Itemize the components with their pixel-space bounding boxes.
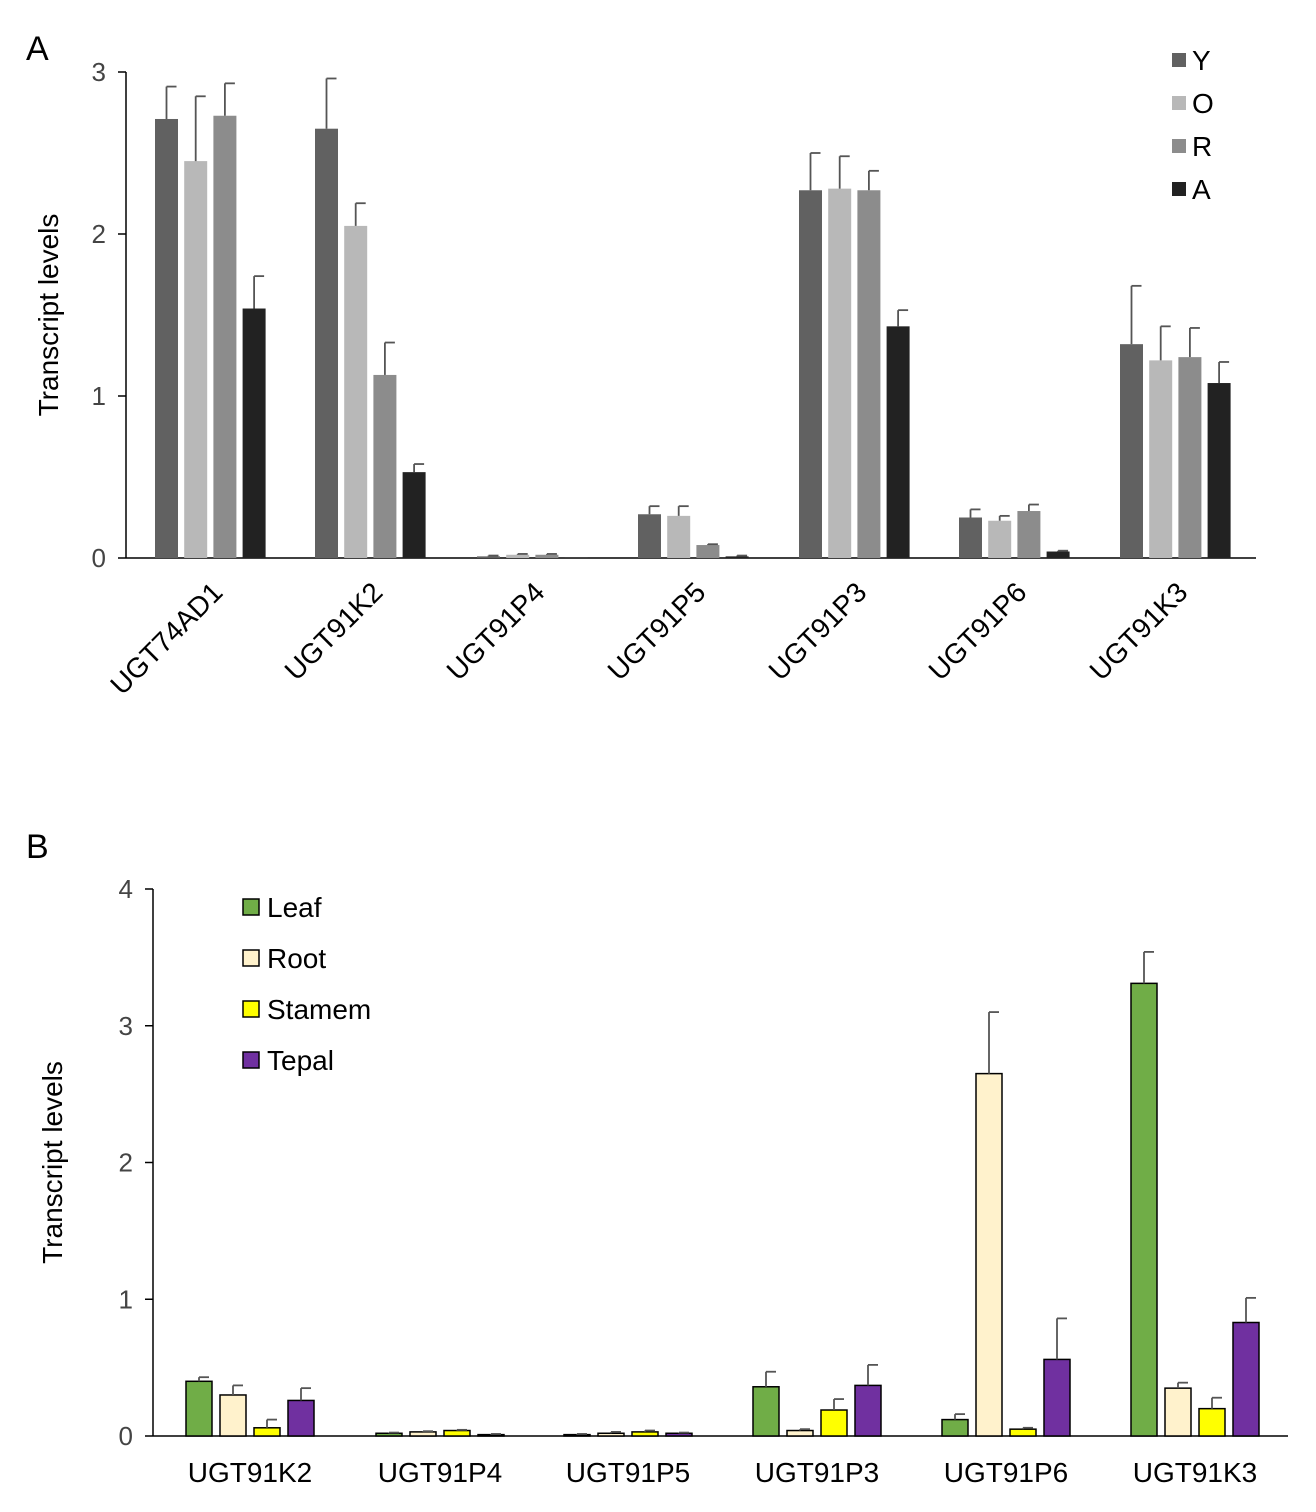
panel-a-legend-label-o: O — [1192, 88, 1214, 119]
panel-a-category-label-ugt74ad1: UGT74AD1 — [104, 576, 228, 700]
panel-a-bar-ugt91p5-a — [725, 556, 749, 558]
panel-b-y-axis-title: Transcript levels — [37, 1061, 68, 1264]
chart-panel-b: 0 1 2 3 4 Transcript levels UGT91K2 UGT91P4 UGT9… — [37, 874, 1288, 1488]
panel-a-bar-ugt91k3-o — [1149, 360, 1173, 558]
panel-a-y-tick-label-1: 1 — [92, 381, 106, 411]
panel-a-bar-ugt74ad1-y — [155, 118, 178, 558]
panel-b-legend-swatch-leaf — [242, 898, 260, 916]
panel-a-bar-ugt91p3-r — [857, 190, 881, 558]
panel-b-bar-ugt91p6-leaf — [941, 1418, 969, 1437]
panel-a-legend-swatch-o — [1172, 96, 1186, 110]
panel-a-bar-ugt91p4-r — [535, 554, 559, 558]
panel-b-bar-ugt91p5-stamem — [631, 1431, 659, 1437]
panel-a-category-label-ugt91k3: UGT91K3 — [1084, 576, 1194, 686]
panel-a-bar-ugt91p6-y — [959, 517, 982, 558]
panel-a-legend-label-a: A — [1192, 174, 1211, 205]
panel-a-bar-ugt91k3-y — [1120, 344, 1143, 558]
panel-b-bar-ugt91p5-root — [597, 1432, 625, 1437]
panel-a-bar-ugt91k2-r — [373, 374, 397, 558]
panel-b-bar-ugt91k3-leaf — [1130, 982, 1158, 1437]
panel-b-legend-swatch-tepal — [242, 1051, 260, 1069]
panel-a-bar-ugt91p5-r — [696, 545, 720, 558]
panel-a-category-label-ugt91p3: UGT91P3 — [763, 576, 873, 686]
panel-a-bar-ugt91k2-o — [344, 225, 368, 558]
panel-a-bar-ugt91k3-a — [1207, 383, 1231, 558]
panel-a-y-axis-title: Transcript levels — [33, 214, 64, 417]
panel-a-bar-ugt91p3-o — [828, 188, 852, 558]
panel-b-legend-swatch-root — [242, 949, 260, 967]
panel-b-legend-swatch-stamem — [242, 1000, 260, 1018]
panel-b-y-tick-label-2: 2 — [119, 1148, 133, 1178]
panel-b-y-tick-label-0: 0 — [119, 1421, 133, 1451]
panel-b-legend-label-leaf: Leaf — [267, 892, 322, 923]
panel-a-bar-ugt91p6-o — [988, 520, 1012, 558]
panel-b-y-tick-label-1: 1 — [119, 1284, 133, 1314]
panel-b-category-label-ugt91p6: UGT91P6 — [944, 1457, 1069, 1488]
panel-a-y-tick-label-2: 2 — [92, 219, 106, 249]
panel-a-y-tick-label-0: 0 — [92, 543, 106, 573]
panel-b-bar-ugt91p4-leaf — [375, 1432, 403, 1437]
panel-b-bar-ugt91p6-root — [975, 1072, 1003, 1437]
panel-b-bar-ugt91p6-stamem — [1009, 1428, 1037, 1437]
panel-b-bar-ugt91p4-stamem — [443, 1429, 471, 1437]
panel-a-bar-ugt91p5-y — [638, 514, 661, 558]
panel-b-bar-ugt91k2-leaf — [185, 1380, 213, 1437]
panel-b-bar-ugt91k2-stamem — [253, 1427, 281, 1437]
panel-a-category-label-ugt91p6: UGT91P6 — [923, 576, 1033, 686]
panel-a-bar-ugt91k2-a — [402, 472, 426, 558]
panel-b-category-label-ugt91k2: UGT91K2 — [188, 1457, 313, 1488]
panel-b-category-label-ugt91p4: UGT91P4 — [378, 1457, 503, 1488]
panel-a-legend-swatch-a — [1172, 182, 1186, 196]
panel-a-bar-ugt91k2-y — [315, 128, 338, 558]
panel-b-bar-ugt91p3-tepal — [854, 1384, 882, 1437]
panel-b-legend-label-root: Root — [267, 943, 326, 974]
panel-label-a: A — [26, 30, 49, 68]
panel-b-bar-ugt91k2-root — [219, 1394, 247, 1437]
panel-a-legend-label-r: R — [1192, 131, 1212, 162]
panel-a-category-label-ugt91k2: UGT91K2 — [279, 576, 389, 686]
panel-a-bar-ugt74ad1-r — [213, 115, 237, 559]
panel-a-legend-swatch-r — [1172, 139, 1186, 153]
panel-a-legend-swatch-y — [1172, 53, 1186, 67]
panel-b-bar-ugt91p3-leaf — [752, 1386, 780, 1437]
panel-b-bar-ugt91k3-root — [1164, 1387, 1192, 1437]
panel-a-legend-label-y: Y — [1192, 45, 1211, 76]
panel-b-y-tick-label-4: 4 — [119, 874, 133, 904]
panel-a-bar-ugt91p6-r — [1017, 511, 1041, 558]
panel-b-bar-ugt91k2-tepal — [287, 1399, 315, 1437]
panel-a-bar-ugt91p4-o — [506, 554, 530, 558]
panel-b-bar-ugt91k3-tepal — [1232, 1321, 1260, 1437]
panel-b-bar-ugt91p3-root — [786, 1429, 814, 1437]
panel-a-bar-ugt91p4-a — [564, 557, 588, 558]
panel-b-legend-label-tepal: Tepal — [267, 1045, 334, 1076]
panel-a-category-label-ugt91p4: UGT91P4 — [441, 576, 551, 686]
panel-b-category-label-ugt91p5: UGT91P5 — [566, 1457, 691, 1488]
panel-b-bar-ugt91p6-tepal — [1043, 1358, 1071, 1437]
panel-b-category-label-ugt91k3: UGT91K3 — [1133, 1457, 1258, 1488]
panel-b-y-tick-label-3: 3 — [119, 1011, 133, 1041]
panel-b-bar-ugt91p3-stamem — [820, 1409, 848, 1437]
panel-a-bar-ugt91p3-y — [799, 190, 822, 558]
panel-a-bar-ugt74ad1-o — [184, 161, 208, 558]
panel-a-bar-ugt91p4-y — [477, 556, 500, 558]
panel-a-bar-ugt91p5-o — [667, 515, 691, 558]
panel-a-bar-ugt91p6-a — [1046, 551, 1070, 558]
chart-panel-a: 0 1 2 3 Transcript levels UGT74AD1 UGT91K2 UGT9… — [33, 45, 1256, 701]
panel-a-category-label-ugt91p5: UGT91P5 — [602, 576, 712, 686]
panel-b-legend: Leaf Root Stamem Tepal — [242, 892, 371, 1076]
panel-b-legend-label-stamem: Stamem — [267, 994, 371, 1025]
panel-a-bar-ugt91k3-r — [1178, 357, 1202, 558]
panel-a-bar-ugt91p3-a — [886, 326, 910, 558]
panel-label-b: B — [26, 828, 49, 866]
panel-b-bar-ugt91p5-tepal — [665, 1432, 693, 1437]
panel-b-bar-ugt91k3-stamem — [1198, 1407, 1226, 1437]
panel-b-bar-ugt91p4-root — [409, 1431, 437, 1437]
panel-b-category-label-ugt91p3: UGT91P3 — [755, 1457, 880, 1488]
panel-a-y-tick-label-3: 3 — [92, 57, 106, 87]
panel-a-bar-ugt74ad1-a — [242, 308, 266, 558]
